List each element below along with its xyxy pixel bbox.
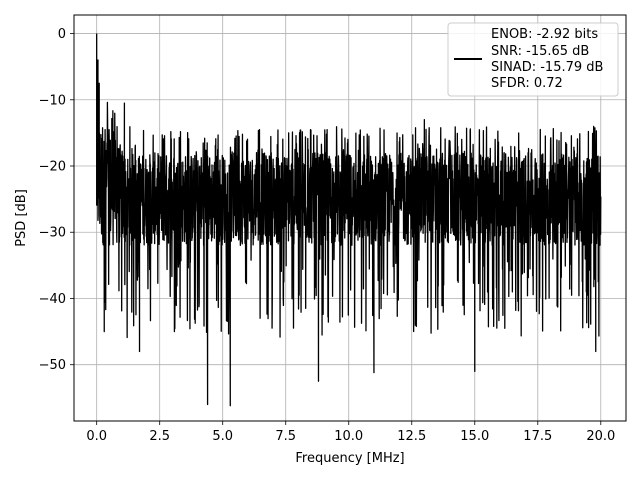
x-tick-label: 5.0 <box>212 429 233 444</box>
legend-sinad: SINAD: -15.79 dB <box>491 60 603 75</box>
legend: ENOB: -2.92 bits SNR: -15.65 dB SINAD: -… <box>447 22 619 97</box>
x-tick-label: 7.5 <box>275 429 296 444</box>
series-layer <box>96 33 602 407</box>
x-tick-label: 12.5 <box>397 429 426 444</box>
x-tick-label: 0.0 <box>86 429 107 444</box>
plot-frame <box>73 14 627 422</box>
y-axis-label: PSD [dB] <box>14 189 29 247</box>
legend-enob: ENOB: -2.92 bits <box>491 27 598 42</box>
x-tick-label: 2.5 <box>149 429 170 444</box>
y-axis: 0 −10 −20 −30 −40 −50 <box>39 27 74 373</box>
x-tick-label: 17.5 <box>523 429 552 444</box>
x-axis-label: Frequency [MHz] <box>295 451 404 466</box>
y-tick-label: −20 <box>39 160 66 175</box>
x-tick-label: 20.0 <box>586 429 615 444</box>
legend-box <box>447 22 619 97</box>
y-tick-label: −10 <box>39 93 66 108</box>
x-tick-label: 15.0 <box>460 429 489 444</box>
x-axis: 0.0 2.5 5.0 7.5 10.0 12.5 15.0 17.5 20.0 <box>86 421 615 444</box>
y-tick-label: −50 <box>39 358 66 373</box>
x-tick-label: 10.0 <box>334 429 363 444</box>
y-tick-label: −30 <box>39 226 66 241</box>
legend-sfdr: SFDR: 0.72 <box>491 76 563 91</box>
psd-series-line <box>96 33 602 407</box>
y-tick-label: 0 <box>58 27 66 42</box>
y-tick-label: −40 <box>39 292 66 307</box>
legend-snr: SNR: -15.65 dB <box>491 44 589 59</box>
